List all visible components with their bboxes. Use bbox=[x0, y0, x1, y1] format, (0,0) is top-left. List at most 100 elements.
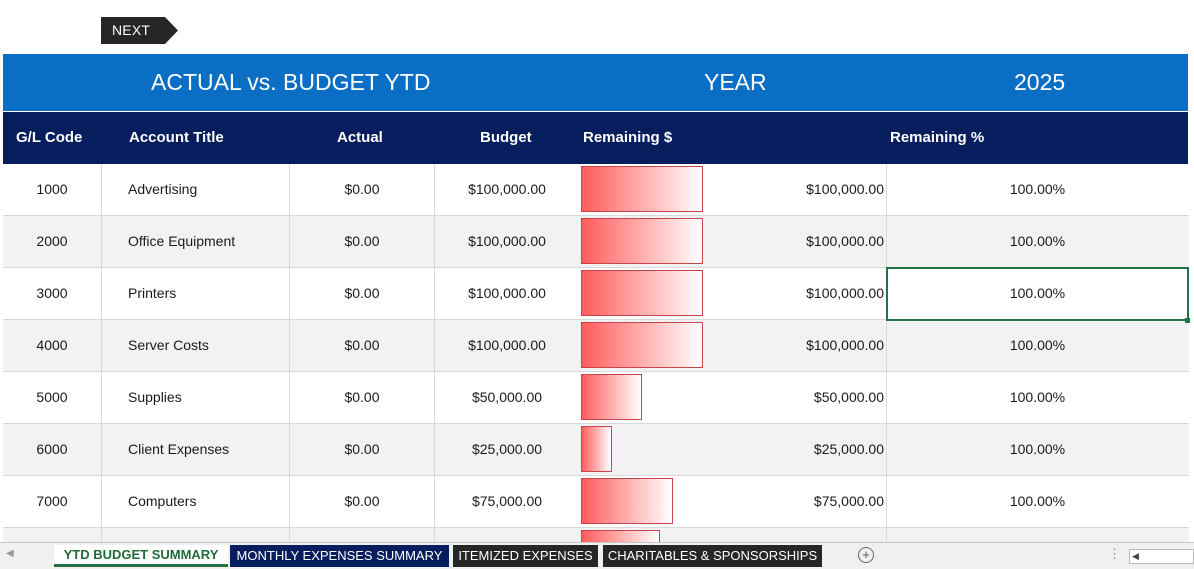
remaining-pct-cell[interactable]: 100.00% bbox=[1009, 493, 1066, 509]
remaining-cell[interactable] bbox=[703, 528, 884, 542]
grid-line bbox=[101, 164, 102, 215]
gl-code-cell[interactable]: 1000 bbox=[36, 181, 68, 197]
remaining-pct-cell[interactable] bbox=[886, 528, 1189, 542]
account-title-cell[interactable]: Supplies bbox=[128, 389, 182, 405]
gl-code-cell[interactable]: 7000 bbox=[36, 493, 68, 509]
grid-line bbox=[886, 372, 887, 423]
year-label: YEAR bbox=[704, 69, 767, 95]
header-remaining-pct: Remaining % bbox=[890, 129, 985, 146]
grid-line bbox=[434, 424, 435, 475]
next-button[interactable]: NEXT bbox=[101, 17, 178, 44]
data-table: 1000 Advertising $0.00 $100,000.00 $100,000.… bbox=[3, 164, 1189, 542]
account-title-cell[interactable]: Client Expenses bbox=[128, 441, 230, 457]
budget-cell[interactable]: $100,000.00 bbox=[468, 181, 546, 197]
remaining-pct-cell[interactable]: 100.00% bbox=[1009, 181, 1066, 197]
remaining-pct-cell[interactable]: 100.00% bbox=[1009, 285, 1066, 301]
grid-line bbox=[289, 528, 290, 542]
grid-line bbox=[101, 320, 102, 371]
table-row: 5000 Supplies $0.00 $50,000.00 $50,000.00 100… bbox=[3, 372, 1189, 424]
actual-cell[interactable]: $0.00 bbox=[344, 493, 380, 509]
tab-monthly-expenses-summary[interactable]: MONTHLY EXPENSES SUMMARY bbox=[230, 545, 449, 567]
tab-itemized-expenses[interactable]: ITEMIZED EXPENSES bbox=[453, 545, 598, 567]
budget-cell[interactable]: $100,000.00 bbox=[468, 233, 546, 249]
gl-code-cell[interactable] bbox=[3, 528, 101, 542]
remaining-cell[interactable]: $25,000.00 bbox=[813, 441, 884, 457]
triangle-left-icon[interactable]: ◀ bbox=[1132, 551, 1139, 561]
selected-cell[interactable] bbox=[886, 267, 1189, 321]
table-row: 1000 Advertising $0.00 $100,000.00 $100,000.… bbox=[3, 164, 1189, 216]
grid-line bbox=[434, 372, 435, 423]
header-budget: Budget bbox=[480, 129, 532, 146]
more-icon: ⋮ bbox=[1108, 546, 1121, 561]
budget-cell[interactable]: $100,000.00 bbox=[468, 337, 546, 353]
table-row: 2000 Office Equipment $0.00 $100,000.00 $100… bbox=[3, 216, 1189, 268]
actual-cell[interactable] bbox=[290, 528, 434, 542]
remaining-cell[interactable]: $100,000.00 bbox=[806, 285, 884, 301]
grid-line bbox=[434, 528, 435, 542]
remaining-data-bar bbox=[581, 166, 703, 212]
triangle-left-icon[interactable]: ◀ bbox=[6, 548, 14, 559]
grid-line bbox=[886, 216, 887, 267]
remaining-data-bar bbox=[581, 426, 612, 472]
year-value[interactable]: 2025 bbox=[1014, 69, 1066, 95]
grid-line bbox=[434, 164, 435, 215]
remaining-data-bar bbox=[581, 530, 660, 542]
fill-handle[interactable] bbox=[1185, 318, 1190, 323]
grid-line bbox=[289, 372, 290, 423]
remaining-pct-cell[interactable]: 100.00% bbox=[1009, 389, 1066, 405]
actual-cell[interactable]: $0.00 bbox=[344, 285, 380, 301]
actual-cell[interactable]: $0.00 bbox=[344, 441, 380, 457]
account-title-cell[interactable]: Printers bbox=[128, 285, 177, 301]
account-title-cell[interactable]: Computers bbox=[128, 493, 197, 509]
gl-code-cell[interactable]: 3000 bbox=[36, 285, 68, 301]
grid-line bbox=[434, 216, 435, 267]
remaining-data-bar bbox=[581, 322, 703, 368]
remaining-cell[interactable]: $50,000.00 bbox=[813, 389, 884, 405]
remaining-cell[interactable]: $100,000.00 bbox=[806, 233, 884, 249]
table-row: 7000 Computers $0.00 $75,000.00 $75,000.00 10… bbox=[3, 476, 1189, 528]
account-title-cell[interactable]: Advertising bbox=[128, 181, 198, 197]
grid-line bbox=[289, 476, 290, 527]
header-actual: Actual bbox=[337, 129, 383, 146]
account-title-cell[interactable]: Server Costs bbox=[128, 337, 209, 353]
gl-code-cell[interactable]: 4000 bbox=[36, 337, 68, 353]
grid-line bbox=[434, 476, 435, 527]
remaining-data-bar bbox=[581, 270, 703, 316]
grid-line bbox=[886, 528, 887, 542]
budget-cell[interactable]: $100,000.00 bbox=[468, 285, 546, 301]
remaining-cell[interactable]: $100,000.00 bbox=[806, 181, 884, 197]
header-gl-code: G/L Code bbox=[16, 129, 83, 146]
actual-cell[interactable]: $0.00 bbox=[344, 181, 380, 197]
remaining-cell[interactable]: $75,000.00 bbox=[813, 493, 884, 509]
grid-line bbox=[101, 372, 102, 423]
tab-ytd-budget-summary[interactable]: YTD BUDGET SUMMARY bbox=[54, 545, 228, 567]
budget-cell[interactable] bbox=[435, 528, 579, 542]
grid-line bbox=[434, 320, 435, 371]
budget-cell[interactable]: $50,000.00 bbox=[471, 389, 543, 405]
remaining-cell[interactable]: $100,000.00 bbox=[806, 337, 884, 353]
gl-code-cell[interactable]: 6000 bbox=[36, 441, 68, 457]
actual-cell[interactable]: $0.00 bbox=[344, 337, 380, 353]
table-row: 4000 Server Costs $0.00 $100,000.00 $100,000… bbox=[3, 320, 1189, 372]
plus-circle-icon[interactable]: + bbox=[858, 547, 874, 563]
tab-charitables-sponsorships[interactable]: CHARITABLES & SPONSORSHIPS bbox=[603, 545, 822, 567]
grid-line bbox=[289, 424, 290, 475]
grid-line bbox=[289, 268, 290, 319]
remaining-pct-cell[interactable]: 100.00% bbox=[1009, 233, 1066, 249]
budget-cell[interactable]: $25,000.00 bbox=[471, 441, 543, 457]
actual-cell[interactable]: $0.00 bbox=[344, 389, 380, 405]
grid-line bbox=[886, 476, 887, 527]
remaining-pct-cell[interactable]: 100.00% bbox=[1009, 337, 1066, 353]
header-account-title: Account Title bbox=[129, 129, 224, 146]
grid-line bbox=[886, 164, 887, 215]
grid-line bbox=[101, 268, 102, 319]
actual-cell[interactable]: $0.00 bbox=[344, 233, 380, 249]
budget-cell[interactable]: $75,000.00 bbox=[471, 493, 543, 509]
gl-code-cell[interactable]: 2000 bbox=[36, 233, 68, 249]
remaining-pct-cell[interactable]: 100.00% bbox=[1009, 441, 1066, 457]
grid-line bbox=[886, 424, 887, 475]
account-title-cell[interactable]: Office Equipment bbox=[128, 233, 236, 249]
horizontal-scrollbar[interactable]: ◀ bbox=[1129, 549, 1194, 564]
gl-code-cell[interactable]: 5000 bbox=[36, 389, 68, 405]
grid-line bbox=[101, 216, 102, 267]
